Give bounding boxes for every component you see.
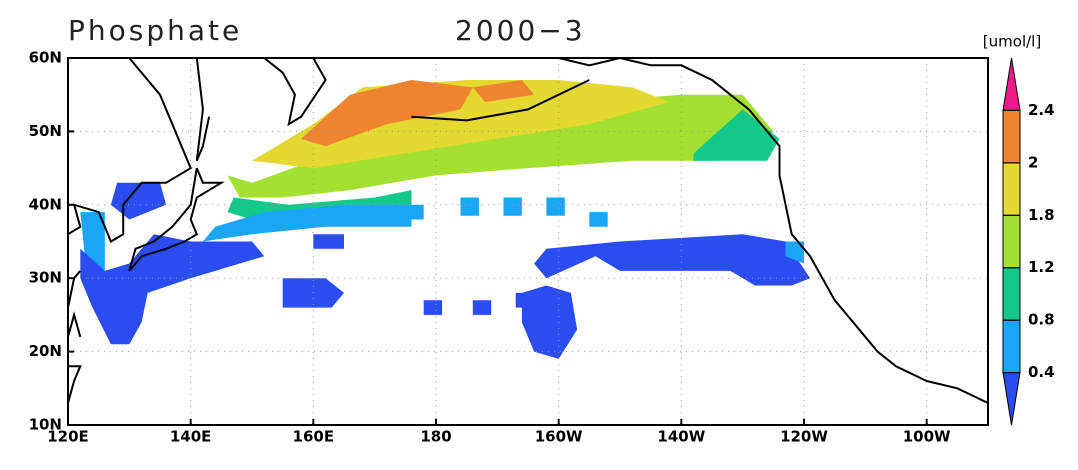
colorbar-label: 2 [1028,153,1038,171]
contour-fill [785,241,804,264]
x-tick-label: 160E [293,428,335,446]
contour-fill [460,197,479,216]
contour-fill [423,300,443,315]
colorbar-label: 0.4 [1028,363,1055,381]
colorbar-segment [1002,162,1021,216]
contour-fill [472,300,492,315]
x-tick-label: 100W [903,428,951,446]
colorbar-label: 2.4 [1028,101,1055,119]
coastline [558,56,989,404]
coastline [67,365,82,404]
colorbar-label: 1.2 [1028,258,1055,276]
colorbar-arrow [1002,57,1021,111]
contour-fill [227,94,774,198]
contour-fill [546,197,565,216]
y-tick-label: 30N [29,269,62,287]
contour-fill [503,197,522,216]
colorbar-segment [1002,267,1021,321]
coastline [67,311,82,338]
colorbar-label: 1.8 [1028,206,1055,224]
coastline [195,57,211,162]
coastlines [67,56,989,404]
x-tick-label: 140W [657,428,705,446]
contour-fill [472,80,535,102]
subtitle: 2000−3 [455,14,586,47]
y-tick-label: 20N [29,342,62,360]
coastline [128,167,225,272]
coastline [263,57,327,127]
map-frame [67,57,989,426]
coastline [67,270,82,308]
data-fills [80,80,811,359]
unit-label: [umol/l] [983,33,1041,51]
coastline [67,57,192,243]
y-tick-label: 50N [29,122,62,140]
y-tick-label: 10N [29,416,62,434]
x-tick-label: 120W [780,428,828,446]
x-tick-label: 180 [420,428,451,446]
contour-fill [589,212,608,227]
x-tick-label: 120E [47,428,89,446]
colorbar-arrow [1002,372,1021,426]
colorbar-segment [1002,214,1021,269]
contour-fill [80,234,265,345]
x-tick-label: 140E [170,428,212,446]
colorbar-segment [1002,319,1021,374]
contour-fill [202,204,412,242]
contour-fill [110,182,167,220]
contour-fill [693,109,780,161]
contour-fill [515,292,535,308]
colorbar-label: 0.8 [1028,311,1055,329]
title: Phosphate [68,14,242,47]
coastline [411,79,590,122]
contour-fill [301,80,473,147]
colorbar: 0.4 0.8 1.2 1.8 2 2.4 [1002,57,1055,426]
contour-fill [534,234,811,286]
y-tick-label: 60N [29,49,62,67]
x-tick-label: 160W [535,428,583,446]
contour-fill [521,285,578,359]
ticks: 120E 140E 160E 180 160W 140W 120W 100W 10N 20N 30N… [29,49,951,446]
colorbar-segment [1002,109,1021,164]
contour-fill [313,234,344,249]
contour-fill [411,204,424,220]
y-tick-label: 40N [29,195,62,213]
